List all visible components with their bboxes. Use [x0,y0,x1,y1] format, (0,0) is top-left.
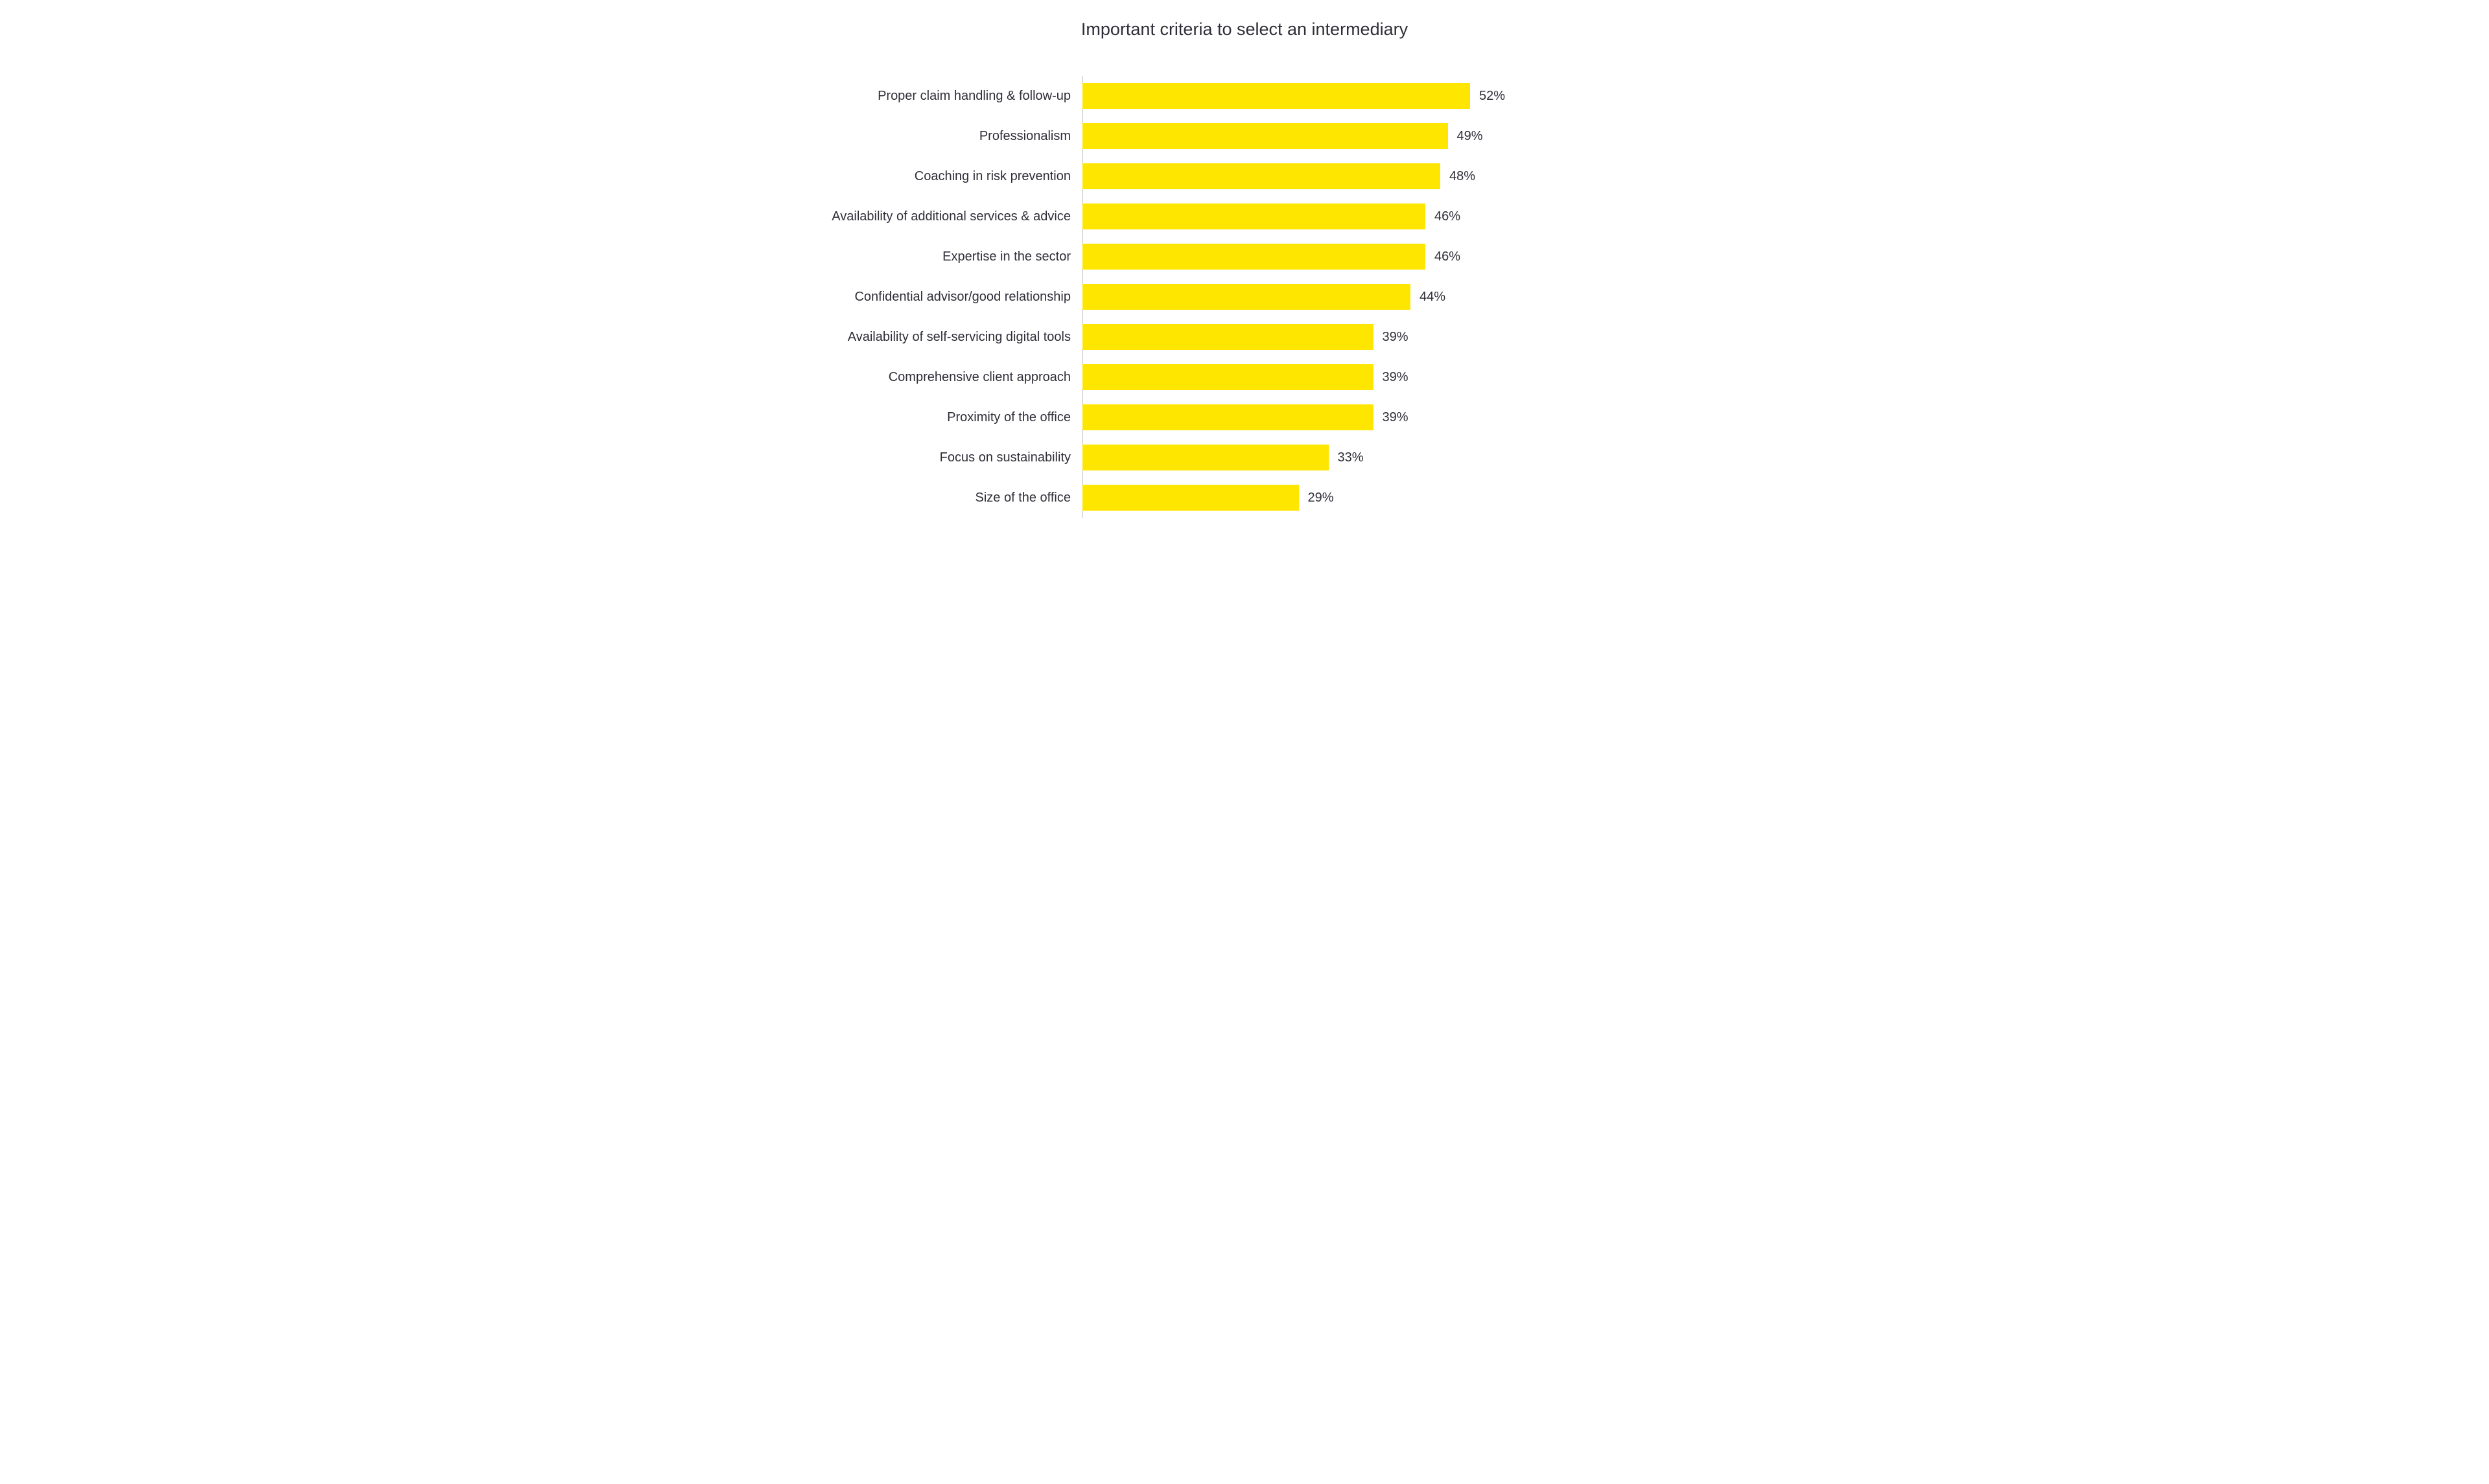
category-label: Coaching in risk prevention [797,169,1082,184]
chart-row: Size of the office 29% [797,478,1692,518]
bar-track: 44% [1082,284,1679,310]
chart-row: Professionalism 49% [797,116,1692,156]
bar [1082,83,1470,109]
chart-row: Expertise in the sector 46% [797,237,1692,277]
bar [1082,324,1373,350]
category-label: Proper claim handling & follow-up [797,89,1082,104]
category-label: Focus on sustainability [797,450,1082,465]
bar-track: 39% [1082,404,1679,430]
bar [1082,284,1410,310]
bar-plot-cell: 49% [1082,123,1679,149]
value-label: 39% [1383,330,1408,345]
chart-row: Availability of additional services & ad… [797,196,1692,237]
bar [1082,485,1299,511]
bar-track: 46% [1082,244,1679,270]
category-label: Proximity of the office [797,410,1082,425]
bar [1082,404,1373,430]
chart-row: Availability of self-servicing digital t… [797,317,1692,357]
chart-rows: Proper claim handling & follow-up 52% Prof… [797,76,1692,518]
bar-plot-cell: 39% [1082,404,1679,430]
bar [1082,123,1448,149]
value-label: 49% [1457,129,1483,144]
bar-plot-cell: 29% [1082,485,1679,511]
value-label: 39% [1383,410,1408,425]
bar-plot-cell: 44% [1082,284,1679,310]
value-label: 39% [1383,370,1408,385]
chart-row: Proper claim handling & follow-up 52% [797,76,1692,116]
chart-title: Important criteria to select an intermed… [797,19,1692,40]
value-label: 46% [1434,249,1460,264]
chart-row: Comprehensive client approach 39% [797,357,1692,397]
value-label: 46% [1434,209,1460,224]
bar [1082,445,1329,470]
value-label: 44% [1420,290,1445,305]
bar-plot-cell: 39% [1082,324,1679,350]
bar [1082,203,1425,229]
bar [1082,163,1440,189]
bar-track: 39% [1082,324,1679,350]
bar-track: 48% [1082,163,1679,189]
bar-plot-cell: 52% [1082,83,1679,109]
chart-row: Proximity of the office 39% [797,397,1692,437]
bar-plot-cell: 46% [1082,203,1679,229]
bar-plot-cell: 46% [1082,244,1679,270]
bar [1082,244,1425,270]
category-label: Availability of additional services & ad… [797,209,1082,224]
bar-plot-cell: 48% [1082,163,1679,189]
category-label: Availability of self-servicing digital t… [797,330,1082,345]
value-label: 48% [1449,169,1475,184]
chart-row: Coaching in risk prevention 48% [797,156,1692,196]
bar-track: 33% [1082,445,1679,470]
chart-row: Focus on sustainability 33% [797,437,1692,478]
category-label: Comprehensive client approach [797,370,1082,385]
category-label: Expertise in the sector [797,249,1082,264]
value-label: 52% [1479,89,1505,104]
bar-plot-cell: 33% [1082,445,1679,470]
bar-track: 52% [1082,83,1679,109]
bar-track: 29% [1082,485,1679,511]
bar-track: 49% [1082,123,1679,149]
bar-track: 39% [1082,364,1679,390]
value-label: 33% [1338,450,1364,465]
bar-track: 46% [1082,203,1679,229]
chart-row: Confidential advisor/good relationship 44… [797,277,1692,317]
category-label: Professionalism [797,129,1082,144]
chart-container: Important criteria to select an intermed… [771,0,1718,550]
category-label: Confidential advisor/good relationship [797,290,1082,305]
bar [1082,364,1373,390]
bar-plot-cell: 39% [1082,364,1679,390]
category-label: Size of the office [797,491,1082,505]
value-label: 29% [1308,491,1334,505]
